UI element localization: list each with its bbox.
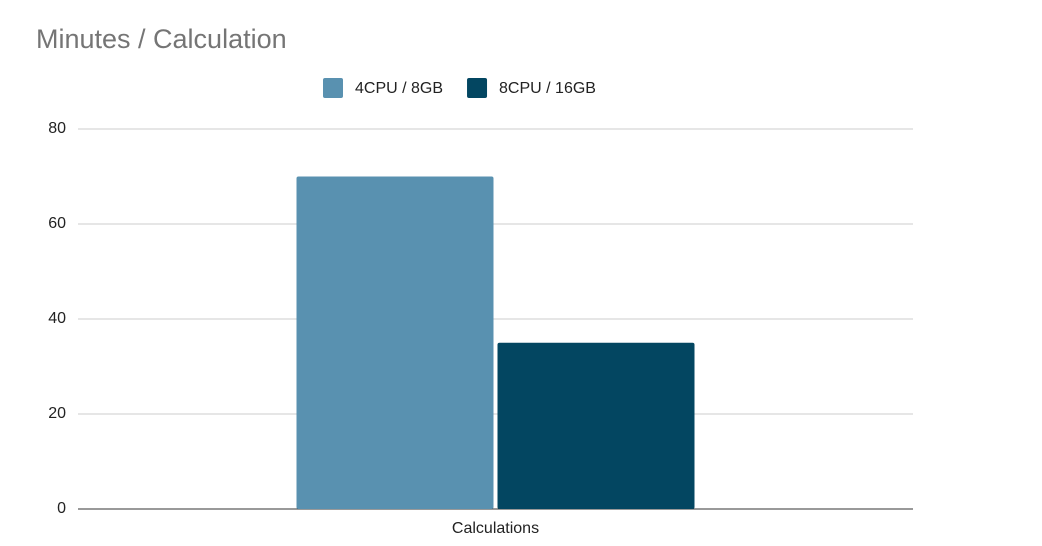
bar xyxy=(296,176,494,509)
y-tick-label: 20 xyxy=(48,405,66,422)
legend-swatch xyxy=(467,78,488,98)
legend-swatch xyxy=(323,78,343,98)
bar xyxy=(497,342,695,509)
legend-label: 4CPU / 8GB xyxy=(355,80,443,97)
x-tick-label: Calculations xyxy=(452,520,539,537)
y-tick-label: 0 xyxy=(57,500,66,517)
chart-title: Minutes / Calculation xyxy=(36,24,287,54)
y-tick-label: 40 xyxy=(48,310,66,327)
legend-label: 8CPU / 16GB xyxy=(499,80,596,97)
y-tick-label: 60 xyxy=(48,215,66,232)
y-tick-label: 80 xyxy=(48,120,66,137)
